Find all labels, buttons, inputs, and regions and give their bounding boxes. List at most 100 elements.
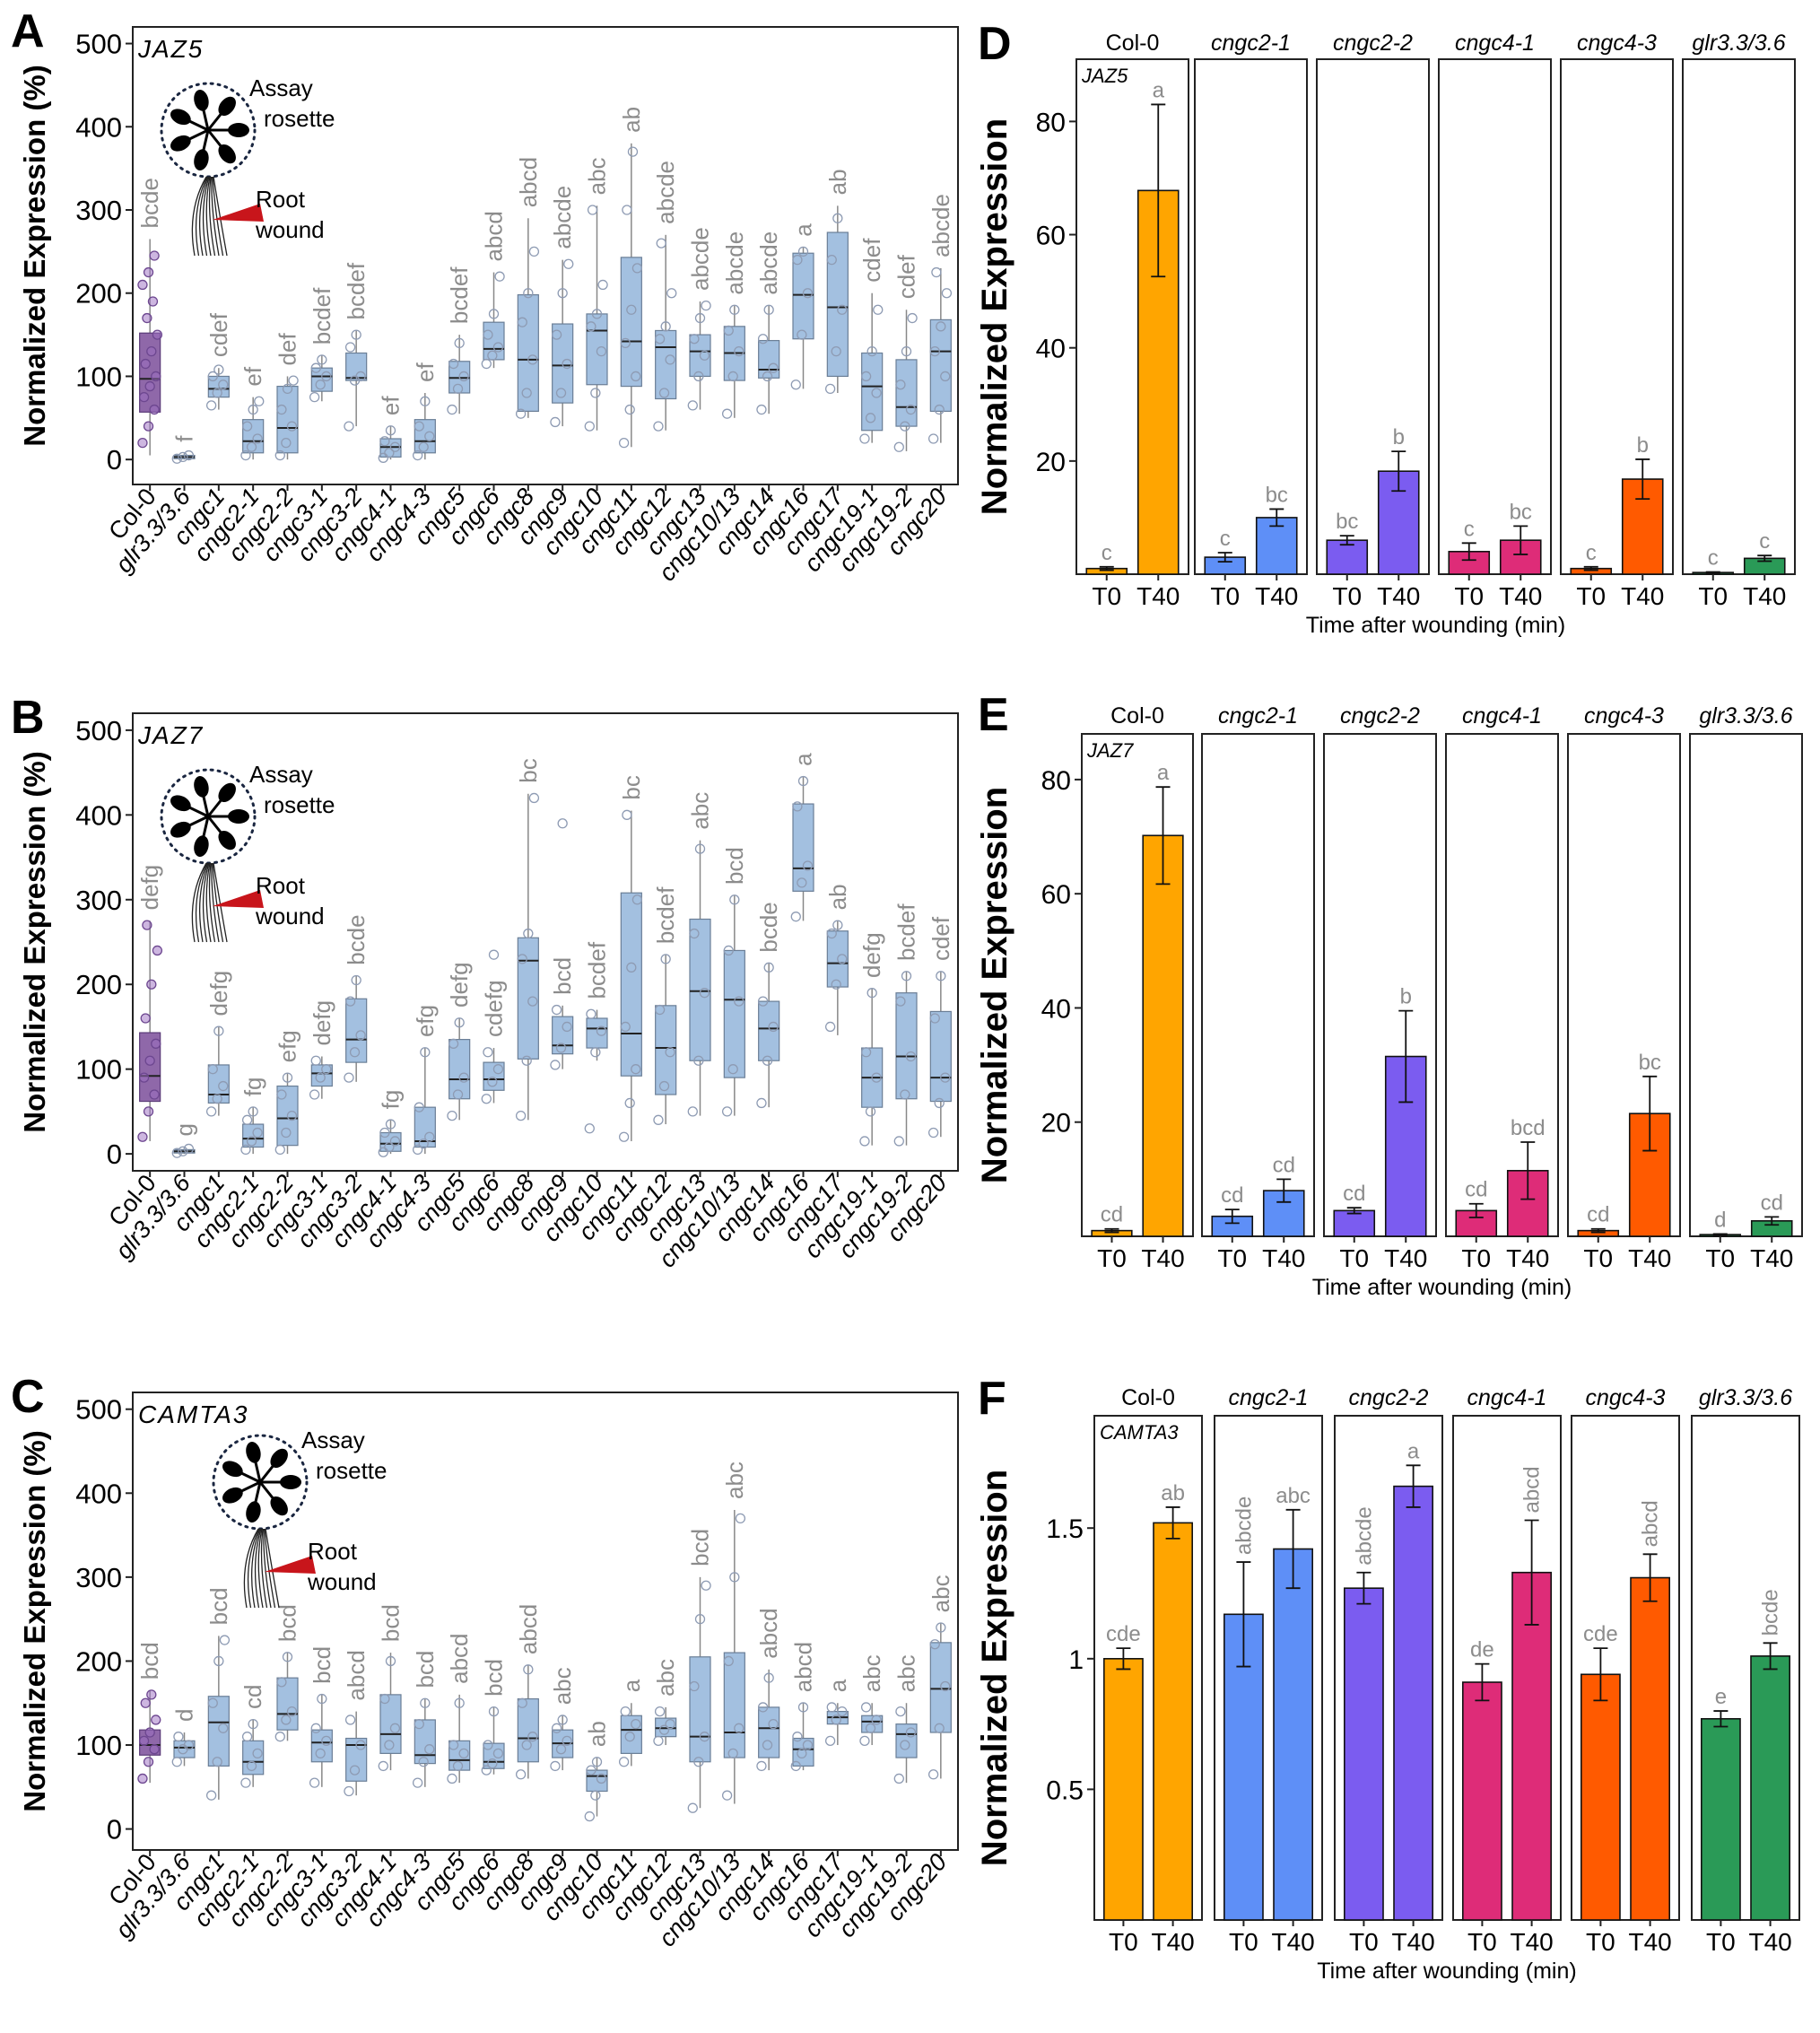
data-point <box>689 928 700 939</box>
box <box>242 1123 265 1148</box>
data-point <box>859 1735 870 1746</box>
data-point <box>143 421 154 432</box>
data-point <box>454 337 465 349</box>
significance-letter: abcd <box>1639 1500 1663 1547</box>
facet-frame <box>1214 1415 1323 1921</box>
data-point <box>492 342 504 353</box>
root-icon <box>191 176 207 257</box>
data-point <box>729 894 740 905</box>
significance-letter: bcdef <box>446 266 473 324</box>
data-point <box>378 452 388 463</box>
data-point <box>550 1060 561 1070</box>
facet-frame <box>1560 58 1674 575</box>
x-tick-label: T0 <box>1461 1244 1491 1272</box>
data-point <box>344 996 356 1007</box>
data-point <box>929 1639 940 1650</box>
facet-3: cngc4-1 de T0 abcd T40 <box>1452 1385 1562 1956</box>
gene-label: JAZ5 <box>1081 65 1128 87</box>
significance-letter: abc <box>927 1575 954 1612</box>
root-icon <box>208 176 216 257</box>
data-point <box>893 1136 904 1147</box>
box <box>345 352 368 381</box>
data-point <box>146 345 157 357</box>
data-point <box>523 1664 534 1675</box>
data-point <box>824 1021 836 1033</box>
y-tick-label: 300 <box>75 195 122 226</box>
data-point <box>927 1127 939 1139</box>
facet-frame <box>1438 58 1552 575</box>
x-tick-label: T40 <box>1262 1244 1305 1272</box>
x-tick-label: T0 <box>1583 1244 1613 1272</box>
data-point <box>521 388 532 398</box>
facet-title: cngc2-2 <box>1340 703 1420 729</box>
y-tick-label: 40 <box>1036 335 1066 364</box>
data-point <box>523 288 534 299</box>
data-point <box>252 1748 263 1759</box>
data-point <box>147 296 159 307</box>
x-tick-label: T0 <box>1576 582 1606 610</box>
data-point <box>694 1614 706 1625</box>
data-point <box>563 258 574 269</box>
facet-title: Col-0 <box>1110 703 1164 729</box>
data-point <box>205 1106 217 1117</box>
data-point <box>763 1672 774 1683</box>
data-point <box>420 396 431 406</box>
x-tick-label: T0 <box>1109 1928 1138 1956</box>
significance-letter: def <box>274 333 301 366</box>
inset-label: wound <box>307 1568 377 1595</box>
data-point <box>701 300 711 311</box>
panel-c: C CAMTA3 Normalized Expression (%) 0 100 200 3… <box>11 1371 959 1951</box>
significance-letter: cd <box>1221 1183 1243 1208</box>
data-point <box>562 1021 572 1033</box>
data-point <box>871 388 882 398</box>
facet-title: glr3.3/3.6 <box>1699 703 1792 729</box>
panel-a: A JAZ5 Normalized Expression (%) 0 100 200 300… <box>11 5 959 586</box>
data-point <box>317 1693 327 1705</box>
significance-letter: c <box>1464 517 1475 541</box>
data-point <box>762 371 773 382</box>
facet-title: cngc2-1 <box>1218 703 1298 729</box>
significance-letter: abcd <box>446 1633 473 1683</box>
data-point <box>517 1697 527 1708</box>
data-point <box>488 949 500 960</box>
facet-title: glr3.3/3.6 <box>1699 1385 1792 1410</box>
data-point <box>555 1043 567 1053</box>
data-point <box>871 1072 882 1083</box>
root-icon <box>243 1528 259 1609</box>
inset-label: Root <box>256 186 306 213</box>
data-point <box>240 1144 251 1156</box>
inset-label: rosette <box>264 105 335 132</box>
y-axis-title: Normalized Expression (%) <box>18 751 51 1132</box>
data-point <box>824 1735 836 1746</box>
leaf-icon <box>222 1487 243 1504</box>
data-point <box>587 205 598 215</box>
facet-frame <box>1201 733 1315 1237</box>
data-point <box>344 421 354 432</box>
data-point <box>424 1131 435 1142</box>
data-point <box>865 413 876 423</box>
data-point <box>940 1072 951 1083</box>
y-tick-label: 80 <box>1036 108 1066 137</box>
significance-letter: abcd <box>481 211 508 261</box>
data-point <box>802 860 814 871</box>
leaf-icon <box>218 782 236 803</box>
data-point <box>309 391 320 403</box>
significance-letter: c <box>1220 527 1231 551</box>
facet-title: Col-0 <box>1121 1385 1175 1410</box>
significance-letter: bcd <box>205 1587 232 1625</box>
significance-letter: bc <box>1266 483 1288 507</box>
significance-letter: bcd <box>412 1651 439 1688</box>
root-icon <box>211 176 220 257</box>
data-point <box>826 928 837 939</box>
significance-letter: cd <box>1761 1191 1783 1215</box>
facet-title: glr3.3/3.6 <box>1692 31 1785 56</box>
data-point <box>859 433 870 444</box>
root-icon <box>195 176 208 257</box>
data-point <box>282 383 293 395</box>
leaf-icon <box>194 776 209 798</box>
x-tick-label: T40 <box>1151 1928 1194 1956</box>
facet-3: cngc4-1 c T0 bc T40 <box>1438 31 1552 610</box>
data-point <box>790 380 801 390</box>
data-point <box>721 1106 733 1117</box>
